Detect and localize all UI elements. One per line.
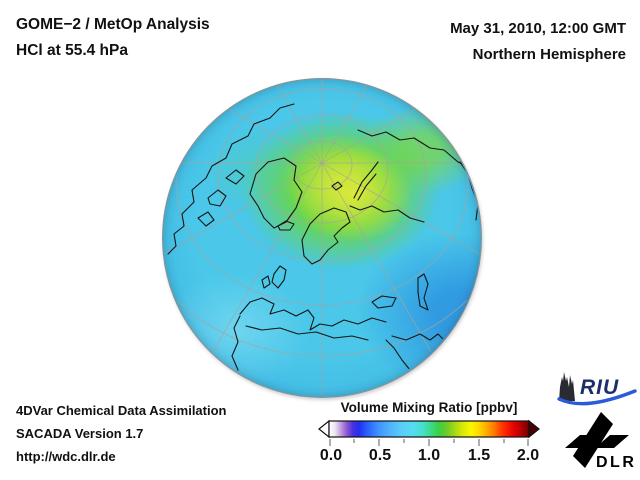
dlr-logo-svg: DLR: [565, 412, 636, 471]
colorbar-scale: [318, 419, 540, 446]
coastlines: [167, 103, 480, 385]
colorbar: Volume Mixing Ratio [ppbv]: [318, 400, 540, 465]
version-label: SACADA Version 1.7: [16, 426, 144, 441]
dlr-star-icon: [565, 412, 629, 468]
colorbar-title: Volume Mixing Ratio [ppbv]: [340, 400, 518, 415]
dlr-logo-text: DLR: [596, 454, 636, 471]
tick-label-3: 1.5: [467, 447, 491, 464]
credits-block: 4DVar Chemical Data Assimilation SACADA …: [16, 399, 227, 468]
colorbar-tick-labels: 0.0 0.5 1.0 1.5 2.0: [318, 447, 540, 465]
riu-logo-svg: RIU: [557, 372, 637, 406]
riu-wave-icon: [557, 389, 637, 406]
tick-label-1: 0.5: [368, 447, 392, 464]
globe-overlay-svg: [164, 79, 480, 395]
species-level-title: HCl at 55.4 hPa: [16, 42, 128, 59]
riu-logo: RIU: [556, 370, 638, 408]
colorbar-ticks: [329, 439, 529, 446]
instrument-title: GOME−2 / MetOp Analysis: [16, 16, 210, 33]
title-block: GOME−2 / MetOp Analysis HCl at 55.4 hPa: [16, 12, 210, 64]
datetime-block: May 31, 2010, 12:00 GMT Northern Hemisph…: [450, 16, 626, 68]
globe-map: [162, 78, 482, 398]
hemisphere-label: Northern Hemisphere: [472, 46, 626, 63]
wdc-url: http://wdc.dlr.de: [16, 449, 116, 464]
graticule-meridians: [164, 79, 480, 395]
colorbar-right-arrow: [528, 419, 540, 439]
tick-label-0: 0.0: [319, 447, 343, 464]
riu-logo-text: RIU: [580, 376, 619, 399]
colorbar-left-arrow: [318, 419, 330, 439]
colorbar-gradient-bar: [328, 420, 530, 438]
assimilation-label: 4DVar Chemical Data Assimilation: [16, 403, 227, 418]
cologne-cathedral-icon: [559, 372, 575, 401]
dlr-logo: DLR: [563, 411, 637, 471]
tick-label-2: 1.0: [417, 447, 441, 464]
tick-label-4: 2.0: [516, 447, 540, 464]
datetime-label: May 31, 2010, 12:00 GMT: [450, 20, 626, 37]
